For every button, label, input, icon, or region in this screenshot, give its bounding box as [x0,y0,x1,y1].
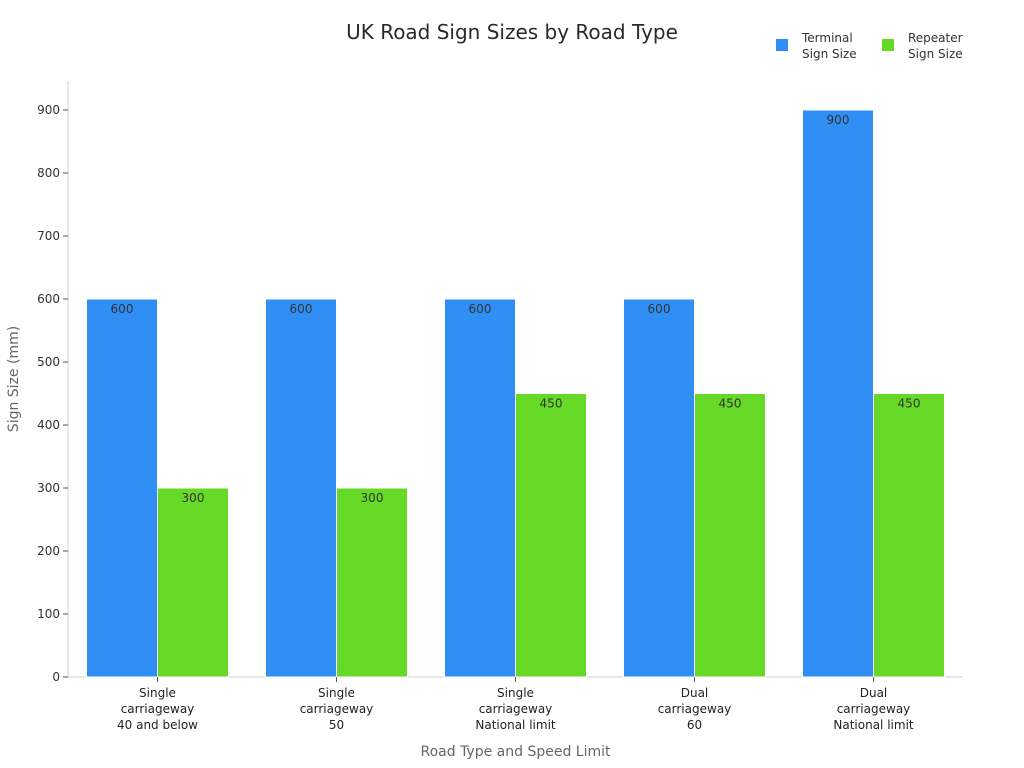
y-tick-label: 800 [37,166,60,180]
legend: Terminal Sign Size Repeater Sign Size [776,30,968,62]
legend-item-terminal: Terminal Sign Size [776,30,862,62]
y-tick-label: 300 [37,481,60,495]
legend-label-line2: Sign Size [908,47,963,61]
y-axis-label: Sign Size (mm) [6,326,22,432]
bar-value-label: 600 [111,302,134,316]
x-tick-label: carriageway [121,702,195,716]
x-tick-label: National limit [475,718,556,732]
legend-swatch-terminal [776,39,788,51]
bar-value-label: 450 [898,397,921,411]
y-tick-label: 0 [52,670,60,684]
bar-value-label: 900 [827,113,850,127]
x-tick-label: Dual [860,686,888,700]
legend-swatch-repeater [882,39,894,51]
bar-terminal [444,298,516,678]
y-tick-label: 400 [37,418,60,432]
bar-value-label: 600 [290,302,313,316]
bar-terminal [86,298,158,678]
x-tick-label: Single [139,686,176,700]
bar-repeater [873,393,945,678]
y-tick-label: 900 [37,103,60,117]
x-tick-label: carriageway [837,702,911,716]
x-tick-label: Dual [681,686,709,700]
legend-label-line1: Terminal [802,31,853,45]
bar-repeater [336,487,408,678]
x-tick-label: 40 and below [117,718,198,732]
bar-value-label: 300 [361,491,384,505]
bar-terminal [265,298,337,678]
legend-label-line1: Repeater [908,31,963,45]
bar-repeater [157,487,229,678]
y-tick-label: 100 [37,607,60,621]
x-tick-label: Single [497,686,534,700]
y-tick-label: 600 [37,292,60,306]
y-tick-label: 500 [37,355,60,369]
x-tick-label: 60 [687,718,702,732]
x-tick-label: Single [318,686,355,700]
x-tick-label: National limit [833,718,914,732]
bar-repeater [694,393,766,678]
x-tick-label: carriageway [479,702,553,716]
bar-value-label: 600 [469,302,492,316]
x-tick-label: carriageway [300,702,374,716]
bar-value-label: 450 [719,397,742,411]
bar-terminal [802,109,874,678]
x-tick-label: carriageway [658,702,732,716]
bar-terminal [623,298,695,678]
x-tick-label: 50 [329,718,344,732]
legend-item-repeater: Repeater Sign Size [882,30,968,62]
bar-value-label: 600 [648,302,671,316]
x-axis-label: Road Type and Speed Limit [420,744,611,760]
chart-title: UK Road Sign Sizes by Road Type [346,20,678,44]
y-tick-label: 200 [37,544,60,558]
y-tick-label: 700 [37,229,60,243]
bar-value-label: 450 [540,397,563,411]
legend-label-line2: Sign Size [802,47,857,61]
bar-value-label: 300 [182,491,205,505]
bar-repeater [515,393,587,678]
